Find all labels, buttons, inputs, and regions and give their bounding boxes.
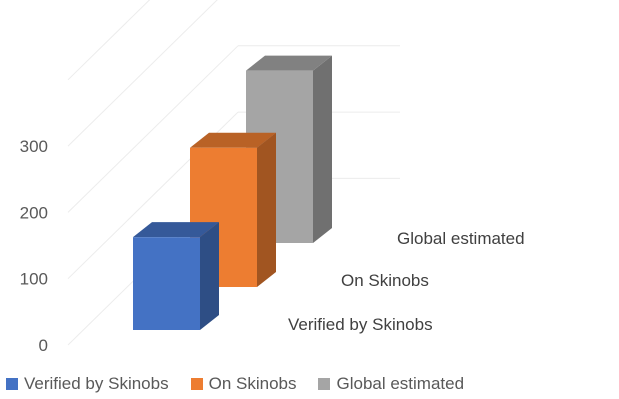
y-tick-label: 300 — [20, 137, 48, 156]
bar-side-face — [200, 222, 219, 330]
legend-label: On Skinobs — [208, 374, 297, 393]
y-tick-label: 200 — [20, 203, 48, 222]
bars — [133, 55, 332, 330]
legend-item-verified: Verified by Skinobs — [6, 374, 169, 394]
legend-swatch — [6, 378, 18, 390]
bar-side-face — [313, 55, 332, 244]
depth-category-label: Verified by Skinobs — [288, 315, 433, 334]
bar-top-face — [246, 55, 332, 71]
y-axis-ticks: 0 100 200 300 — [20, 137, 48, 355]
depth-category-label: Global estimated — [397, 229, 525, 248]
bar-front-face — [133, 237, 200, 330]
legend-item-global-estimated: Global estimated — [318, 374, 464, 394]
legend-swatch — [190, 378, 203, 390]
y-tick-label: 100 — [20, 270, 48, 289]
bar-side-face — [257, 132, 276, 287]
legend-label: Verified by Skinobs — [24, 374, 169, 393]
y-tick-label: 0 — [39, 336, 48, 355]
depth-category-label: On Skinobs — [341, 271, 429, 290]
legend-label: Global estimated — [336, 374, 465, 393]
gridline — [67, 0, 218, 147]
bar-top-face — [190, 132, 276, 148]
gridline — [67, 45, 239, 213]
legend-swatch — [318, 378, 331, 390]
gridline — [67, 0, 151, 81]
depth-axis-labels: Verified by Skinobs On Skinobs Global esti… — [288, 229, 525, 334]
bar-verified-by-skinobs — [133, 222, 219, 330]
legend: Verified by Skinobs On Skinobs Global es… — [6, 374, 486, 394]
bar-top-face — [133, 222, 219, 238]
legend-item-on-skinobs: On Skinobs — [190, 374, 297, 394]
